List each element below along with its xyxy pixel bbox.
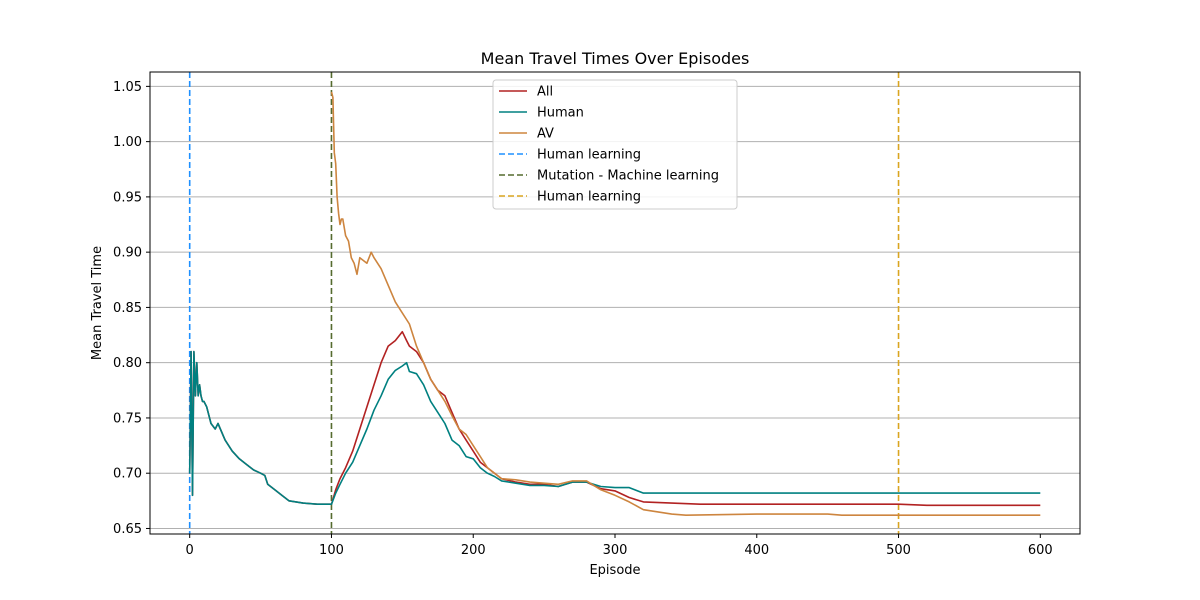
x-tick-label: 400 [744, 543, 769, 558]
y-tick-label: 0.90 [113, 246, 142, 261]
x-tick-label: 600 [1028, 543, 1053, 558]
x-tick-label: 500 [886, 543, 911, 558]
y-tick-label: 0.65 [113, 522, 142, 537]
x-axis: 0 100 200 300 400 500 600 [186, 534, 1053, 558]
y-axis-title: Mean Travel Time [90, 246, 105, 360]
vertical-markers [188, 72, 900, 534]
x-axis-title: Episode [589, 563, 640, 578]
legend-label: All [537, 85, 553, 100]
series-line-all [188, 330, 1041, 507]
y-tick-label: 0.70 [113, 467, 142, 482]
x-tick-label: 200 [461, 543, 486, 558]
series-line-human [188, 350, 1041, 506]
y-tick-label: 0.95 [113, 190, 142, 205]
legend-label: Mutation - Machine learning [537, 169, 719, 184]
y-tick-label: 0.85 [113, 301, 142, 316]
y-tick-label: 1.00 [113, 135, 142, 150]
legend-label: Human learning [537, 148, 641, 163]
legend-label: AV [537, 127, 554, 142]
legend: All Human AV Human learning Mutation - Machi… [492, 79, 738, 210]
x-tick-label: 100 [319, 543, 344, 558]
y-tick-label: 0.75 [113, 411, 142, 426]
legend-label: Human learning [537, 190, 641, 205]
y-axis: 0.65 0.70 0.75 0.80 0.85 0.90 0.95 1.00 1.05 [113, 80, 150, 537]
x-tick-label: 0 [186, 543, 194, 558]
y-tick-label: 1.05 [113, 80, 142, 95]
legend-label: Human [537, 106, 584, 121]
legend-frame [492, 79, 738, 210]
series-lines [188, 91, 1041, 517]
x-tick-label: 300 [603, 543, 628, 558]
y-tick-label: 0.80 [113, 356, 142, 371]
series-line-av [330, 91, 1041, 517]
chart-title: Mean Travel Times Over Episodes [481, 49, 750, 68]
